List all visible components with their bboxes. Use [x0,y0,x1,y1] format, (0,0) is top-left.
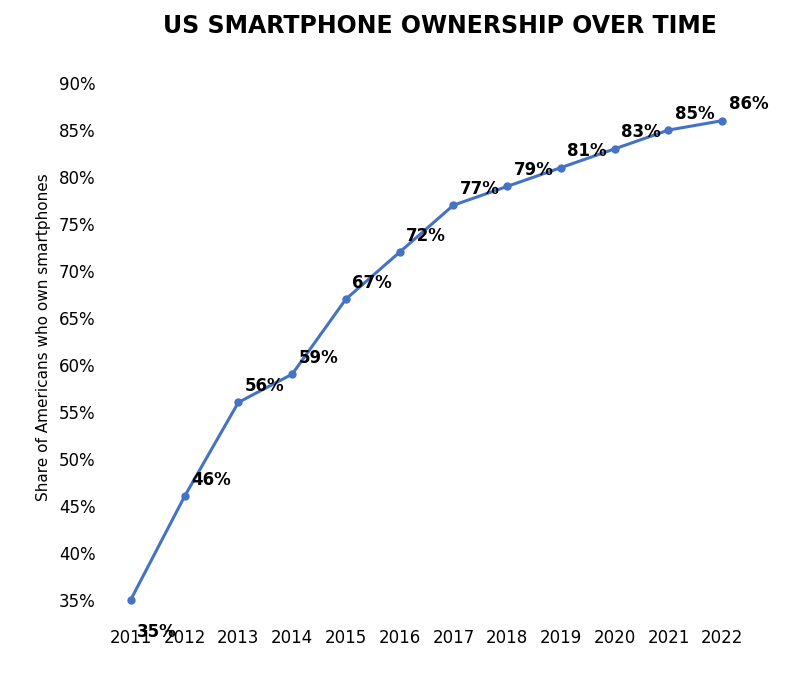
Text: 59%: 59% [298,349,338,367]
Text: 81%: 81% [567,142,607,160]
Text: 85%: 85% [675,104,714,122]
Title: US SMARTPHONE OWNERSHIP OVER TIME: US SMARTPHONE OWNERSHIP OVER TIME [163,14,717,38]
Text: 56%: 56% [245,377,285,395]
Y-axis label: Share of Americans who own smartphones: Share of Americans who own smartphones [35,172,50,501]
Text: 35%: 35% [138,623,177,641]
Text: 83%: 83% [621,124,661,142]
Text: 46%: 46% [191,471,231,488]
Text: 79%: 79% [514,161,554,179]
Text: 67%: 67% [352,273,392,291]
Text: 72%: 72% [406,227,446,245]
Text: 77%: 77% [460,180,500,198]
Text: 86%: 86% [729,95,768,113]
